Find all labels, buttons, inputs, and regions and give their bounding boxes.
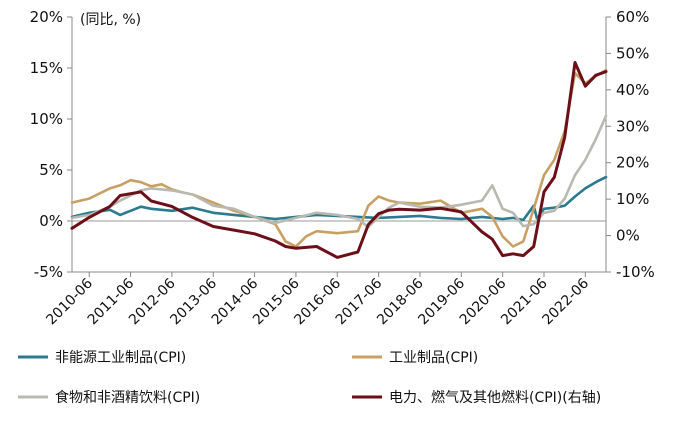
x-tick-label: 2022-06 bbox=[539, 275, 592, 328]
legend-label: 食物和非酒精饮料(CPI) bbox=[55, 389, 200, 406]
series-lines bbox=[70, 61, 608, 259]
legend: 非能源工业制品(CPI) 工业制品(CPI) 食物和非酒精饮料(CPI) 电力、燃气及… bbox=[18, 350, 601, 406]
left-tick-label: 15% bbox=[30, 59, 63, 77]
right-tick-label: 20% bbox=[616, 154, 649, 172]
right-tick-label: 30% bbox=[616, 117, 649, 135]
axes: -5% 0% 5% 10% 15% 20% -10% 0% 10% 20% 30% 40% 50% 60%… bbox=[30, 8, 655, 328]
series-line-3 bbox=[70, 114, 608, 229]
right-tick-label: 0% bbox=[616, 227, 640, 245]
left-tick-label: 20% bbox=[30, 8, 63, 26]
unit-note: (同比, %) bbox=[80, 12, 141, 28]
series-line-4 bbox=[70, 61, 608, 259]
left-tick-label: 0% bbox=[39, 212, 63, 230]
legend-label: 非能源工业制品(CPI) bbox=[55, 350, 186, 366]
series-line-2 bbox=[70, 68, 608, 248]
right-tick-label: -10% bbox=[616, 263, 655, 281]
left-tick-label: -5% bbox=[34, 263, 63, 281]
series-line-1 bbox=[70, 175, 608, 222]
right-tick-label: 50% bbox=[616, 44, 649, 62]
legend-label: 电力、燃气及其他燃料(CPI)(右轴) bbox=[389, 389, 601, 406]
right-tick-label: 60% bbox=[616, 8, 649, 26]
left-tick-label: 5% bbox=[39, 161, 63, 179]
legend-label: 工业制品(CPI) bbox=[389, 350, 478, 366]
right-tick-label: 10% bbox=[616, 190, 649, 208]
right-tick-label: 40% bbox=[616, 81, 649, 99]
left-tick-label: 10% bbox=[30, 110, 63, 128]
